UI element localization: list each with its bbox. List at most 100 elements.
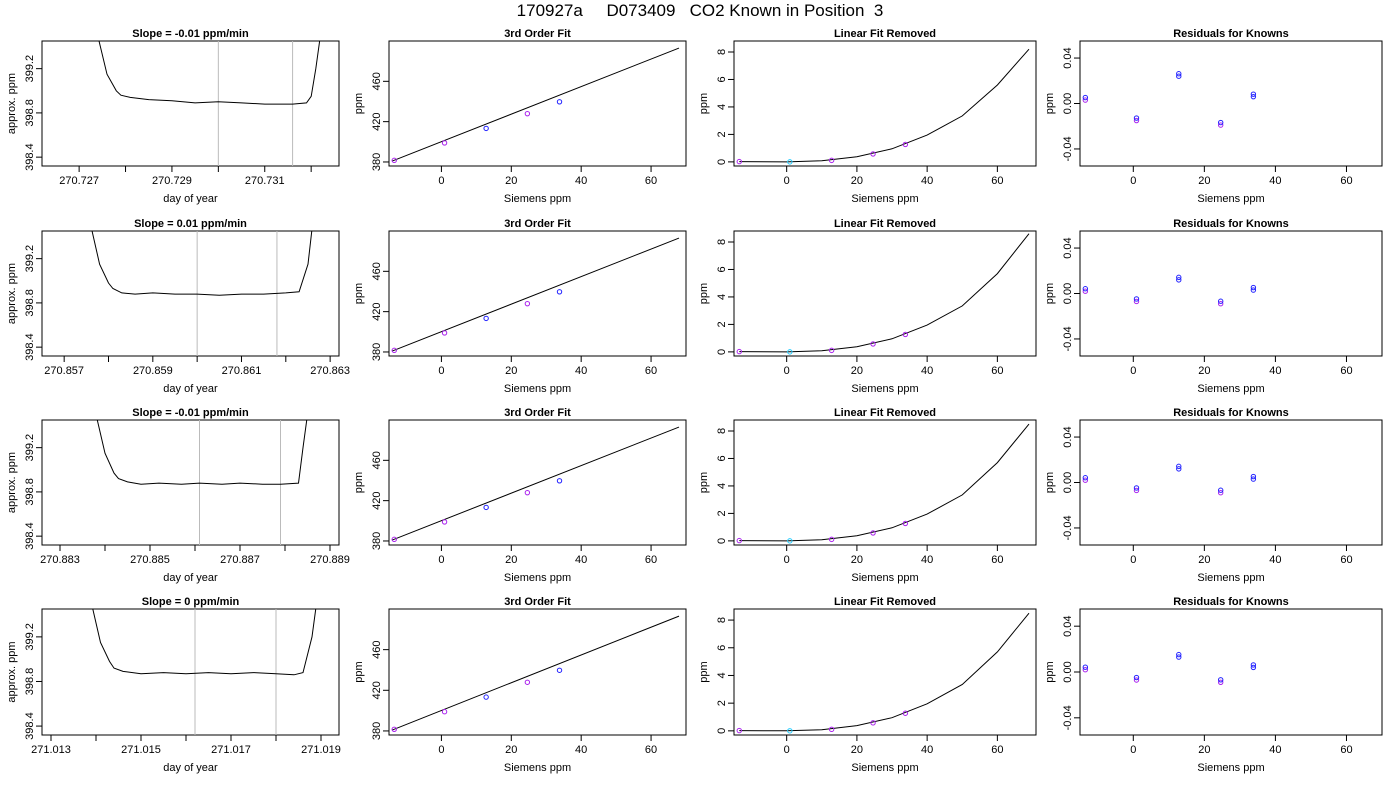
y-tick-label: 0.04 (1062, 237, 1074, 258)
x-tick-label: 270.883 (40, 554, 80, 566)
y-tick-label: 0.04 (1062, 426, 1074, 447)
y-tick-label: 0.04 (1062, 47, 1074, 68)
data-point (787, 159, 793, 165)
chart-panel: 3rd Order Fit 0 20 40 60 380 420 460 Siemens ppm… (353, 596, 687, 774)
data-point (483, 315, 489, 322)
chart-panel: Residuals for Knowns 0 20 40 60 -0.04 0.00 0.04… (1044, 596, 1383, 774)
plot-area (1082, 274, 1257, 307)
trace-line (98, 41, 321, 105)
panel-title: Residuals for Knowns (1173, 596, 1289, 608)
x-tick-label: 60 (991, 175, 1003, 187)
y-tick-label: 6 (716, 645, 728, 651)
data-point (441, 519, 448, 525)
data-point (524, 679, 531, 685)
x-tick-label: 271.013 (31, 744, 71, 756)
data-point (556, 289, 563, 295)
data-point (524, 300, 531, 307)
x-tick-label: 40 (921, 744, 933, 756)
panel-title: 3rd Order Fit (504, 407, 571, 419)
x-tick-label: 60 (1340, 175, 1352, 187)
y-tick-label: 0 (716, 538, 728, 544)
y-tick-label: 0.00 (1062, 93, 1074, 114)
y-tick-label: 0 (716, 349, 728, 355)
panel-title: Slope = -0.01 ppm/min (132, 407, 249, 419)
x-axis-label: day of year (163, 762, 218, 774)
data-point (736, 348, 742, 355)
panel-title: Slope = 0 ppm/min (142, 596, 240, 608)
x-tick-label: 20 (505, 175, 517, 187)
panel-title: 3rd Order Fit (504, 218, 571, 230)
y-tick-label: 8 (716, 617, 728, 623)
x-tick-label: 40 (1269, 175, 1281, 187)
x-tick-label: 20 (851, 365, 863, 377)
x-axis-label: day of year (163, 193, 218, 205)
y-axis-label: ppm (353, 661, 365, 682)
data-point (1133, 117, 1140, 124)
y-axis-label: ppm (1044, 472, 1056, 493)
y-tick-label: 4 (716, 104, 728, 110)
x-tick-label: 0 (784, 744, 790, 756)
data-point (391, 726, 397, 733)
y-tick-label: 0 (716, 159, 728, 165)
data-point (736, 158, 742, 165)
y-tick-label: 8 (716, 428, 728, 434)
x-tick-label: 0 (784, 365, 790, 377)
chart-panel: Slope = -0.01 ppm/min 270.727 270.729 270.7… (6, 28, 340, 205)
panel-title: Residuals for Knowns (1173, 407, 1289, 419)
x-tick-label: 0 (438, 554, 444, 566)
y-tick-label: 6 (716, 266, 728, 272)
data-point (441, 330, 448, 336)
y-tick-label: 399.2 (24, 623, 36, 651)
x-tick-label: 20 (1198, 365, 1210, 377)
y-tick-label: 398.8 (24, 478, 36, 506)
y-tick-label: 398.8 (24, 668, 36, 696)
chart-panel: Linear Fit Removed 0 20 40 60 0 2 4 6 8 Siemens pp… (698, 407, 1037, 584)
x-tick-label: 270.731 (245, 175, 285, 187)
y-tick-label: 4 (716, 294, 728, 300)
plot-frame (388, 40, 687, 167)
data-point (870, 530, 876, 536)
data-point (1250, 662, 1257, 668)
y-axis-label: approx. ppm (6, 263, 18, 324)
plot-area (736, 612, 1030, 734)
plot-frame (41, 608, 340, 736)
plot-frame (388, 419, 687, 546)
panel-title: Linear Fit Removed (834, 596, 936, 608)
x-tick-label: 40 (921, 554, 933, 566)
x-tick-label: 40 (575, 365, 587, 377)
y-tick-label: 6 (716, 455, 728, 461)
y-tick-label: 399.2 (24, 434, 36, 462)
plot-area (736, 233, 1030, 355)
y-tick-label: 6 (716, 76, 728, 82)
x-tick-label: 60 (645, 175, 657, 187)
x-axis-label: Siemens ppm (504, 762, 571, 774)
data-point (441, 140, 448, 146)
panel-title: Residuals for Knowns (1173, 28, 1289, 40)
data-point (1176, 651, 1182, 658)
plot-area (736, 423, 1030, 544)
fit-line (392, 47, 680, 162)
data-point (1133, 485, 1140, 491)
x-tick-label: 60 (645, 365, 657, 377)
plot-area (91, 231, 313, 356)
x-tick-label: 270.727 (59, 175, 99, 187)
y-axis-label: ppm (353, 472, 365, 493)
panel-title: Residuals for Knowns (1173, 218, 1289, 230)
y-tick-label: 420 (371, 681, 383, 699)
data-point (902, 520, 909, 527)
data-point (828, 536, 835, 543)
data-point (1082, 288, 1089, 294)
data-point (1176, 71, 1182, 77)
plot-frame (1079, 419, 1383, 546)
y-tick-label: 0 (716, 728, 728, 734)
x-tick-label: 20 (1198, 744, 1210, 756)
data-point (391, 347, 397, 354)
x-tick-label: 271.019 (301, 744, 341, 756)
x-axis-label: Siemens ppm (851, 383, 918, 395)
panel-title: Linear Fit Removed (834, 28, 936, 40)
chart-panel: Residuals for Knowns 0 20 40 60 -0.04 0.00 0.04… (1044, 28, 1383, 205)
data-point (483, 125, 489, 132)
data-point (1133, 674, 1140, 681)
x-tick-label: 60 (1340, 365, 1352, 377)
chart-panel: Linear Fit Removed 0 20 40 60 0 2 4 6 8 Siemens pp… (698, 218, 1037, 395)
